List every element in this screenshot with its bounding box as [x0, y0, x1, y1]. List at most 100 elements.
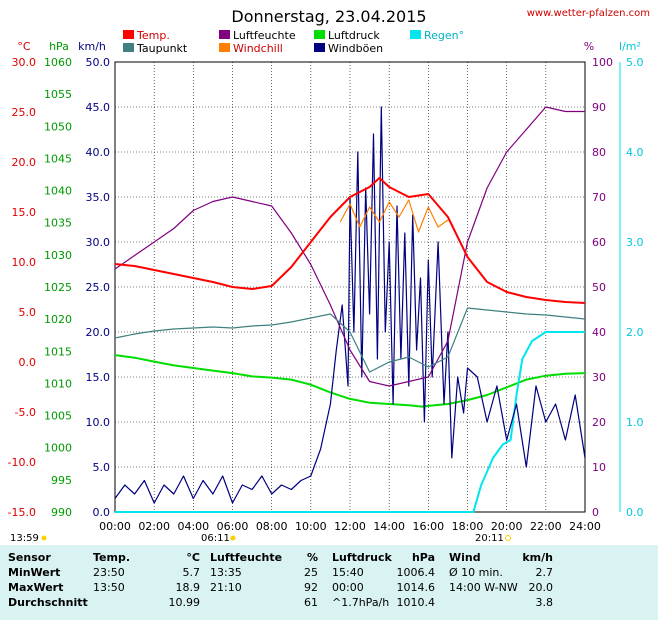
- weather-chart: Donnerstag, 23.04.2015 www.wetter-pfalze…: [8, 7, 650, 544]
- tick-label-wind: 20.0: [86, 326, 111, 339]
- tick-label-humidity: 50: [592, 281, 606, 294]
- legend-label: Windböen: [328, 42, 383, 55]
- legend-swatch: [123, 43, 134, 52]
- tick-label-pressure: 1000: [44, 442, 72, 455]
- tick-label-humidity: 100: [592, 56, 613, 69]
- tick-label-pressure: 1030: [44, 249, 72, 262]
- table-cell: 20.0: [528, 581, 554, 594]
- tick-label-time: 20:00: [491, 520, 523, 533]
- series-line-temp: [114, 177, 586, 304]
- tick-label-rain: 3.0: [626, 236, 644, 249]
- tick-label-pressure: 1045: [44, 152, 72, 165]
- tick-label-pressure: 1025: [44, 281, 72, 294]
- table-cell: Durchschnitt: [8, 596, 88, 609]
- legend-label: Regen°: [424, 29, 464, 42]
- table-cell: 10.99: [168, 596, 201, 609]
- sunset-time: 20:11: [475, 533, 504, 544]
- tick-label-temp: -15.0: [8, 506, 36, 519]
- tick-label-wind: 25.0: [86, 281, 111, 294]
- tick-label-pressure: 1005: [44, 410, 72, 423]
- table-cell: MaxWert: [8, 581, 64, 594]
- tick-label-wind: 0.0: [93, 506, 111, 519]
- grid: [114, 61, 586, 513]
- tick-label-temp: 25.0: [12, 106, 37, 119]
- legend-swatch: [219, 30, 230, 39]
- series-group: [114, 106, 586, 513]
- tick-label-time: 24:00: [569, 520, 601, 533]
- table-cell: 21:10: [210, 581, 242, 594]
- tick-label-wind: 40.0: [86, 146, 111, 159]
- tick-label-humidity: 20: [592, 416, 606, 429]
- tick-label-temp: -5.0: [15, 406, 36, 419]
- table-cell: ^1.7hPa/h: [332, 596, 390, 609]
- series-line-luftfeuchte: [114, 106, 585, 387]
- tick-label-time: 12:00: [334, 520, 366, 533]
- tick-label-humidity: 90: [592, 101, 606, 114]
- table-header-cell: Luftfeuchte: [210, 551, 283, 564]
- sun-icon: [41, 535, 47, 541]
- tick-label-rain: 4.0: [626, 146, 644, 159]
- table-header-cell: Sensor: [8, 551, 51, 564]
- tick-label-wind: 50.0: [86, 56, 111, 69]
- tick-label-pressure: 995: [51, 474, 72, 487]
- table-header-cell: %: [306, 551, 318, 564]
- tick-label-pressure: 1015: [44, 345, 72, 358]
- table-cell: 5.7: [182, 566, 201, 579]
- tick-label-rain: 0.0: [626, 506, 644, 519]
- table-header-cell: km/h: [522, 551, 553, 564]
- tick-label-humidity: 0: [592, 506, 599, 519]
- tick-label-temp: 5.0: [19, 306, 37, 319]
- tick-label-rain: 5.0: [626, 56, 644, 69]
- tick-label-wind: 5.0: [93, 461, 111, 474]
- tick-label-time: 08:00: [256, 520, 288, 533]
- sunrise-time: 06:11: [201, 533, 230, 544]
- tick-label-time: 06:00: [217, 520, 249, 533]
- source-url[interactable]: www.wetter-pfalzen.com: [527, 8, 650, 19]
- tick-label-pressure: 1010: [44, 377, 72, 390]
- tick-label-wind: 15.0: [86, 371, 111, 384]
- tick-label-humidity: 80: [592, 146, 606, 159]
- legend-swatch: [314, 30, 325, 39]
- table-cell: 14:00 W-NW: [449, 581, 518, 594]
- legend-label: Luftdruck: [328, 29, 380, 42]
- tick-label-temp: 30.0: [12, 56, 37, 69]
- legend-swatch: [219, 43, 230, 52]
- sunset-icon: [505, 535, 511, 541]
- table-header-cell: °C: [186, 551, 200, 564]
- axis-unit-wind: km/h: [78, 40, 106, 53]
- tick-label-temp: 0.0: [19, 356, 37, 369]
- tick-label-time: 02:00: [138, 520, 170, 533]
- tick-label-time: 16:00: [412, 520, 444, 533]
- left-time: 13:59: [10, 533, 39, 544]
- tick-label-pressure: 1050: [44, 120, 72, 133]
- series-line-luftdruck: [114, 354, 586, 408]
- tick-label-temp: 10.0: [12, 256, 37, 269]
- legend: Temp. Luftfeuchte Luftdruck Regen° Taupunkt W…: [123, 29, 464, 55]
- table-cell: 13:50: [93, 581, 125, 594]
- table-cell: 25: [304, 566, 318, 579]
- table-cell: 92: [304, 581, 318, 594]
- tick-label-wind: 10.0: [86, 416, 111, 429]
- legend-label: Taupunkt: [136, 42, 188, 55]
- sunrise-icon: [230, 535, 236, 541]
- legend-label: Windchill: [233, 42, 283, 55]
- tick-label-humidity: 70: [592, 191, 606, 204]
- table-cell: 61: [304, 596, 318, 609]
- table-header-cell: Luftdruck: [332, 551, 392, 564]
- tick-label-pressure: 1035: [44, 217, 72, 230]
- tick-label-humidity: 30: [592, 371, 606, 384]
- tick-label-rain: 2.0: [626, 326, 644, 339]
- tick-label-pressure: 1060: [44, 56, 72, 69]
- series-line-taupunkt: [114, 307, 586, 373]
- table-cell: 3.8: [535, 596, 554, 609]
- tick-label-wind: 35.0: [86, 191, 111, 204]
- tick-label-humidity: 40: [592, 326, 606, 339]
- tick-label-wind: 45.0: [86, 101, 111, 114]
- table-cell: 2.7: [535, 566, 554, 579]
- stats-table: Sensor Temp. °C Luftfeuchte% Luftdruck hPa Win…: [0, 545, 658, 620]
- table-header-cell: Temp.: [93, 551, 131, 564]
- table-cell: 1006.4: [396, 566, 436, 579]
- legend-swatch: [314, 43, 325, 52]
- legend-label: Luftfeuchte: [233, 29, 296, 42]
- axis-unit-rain: l/m²: [619, 40, 641, 53]
